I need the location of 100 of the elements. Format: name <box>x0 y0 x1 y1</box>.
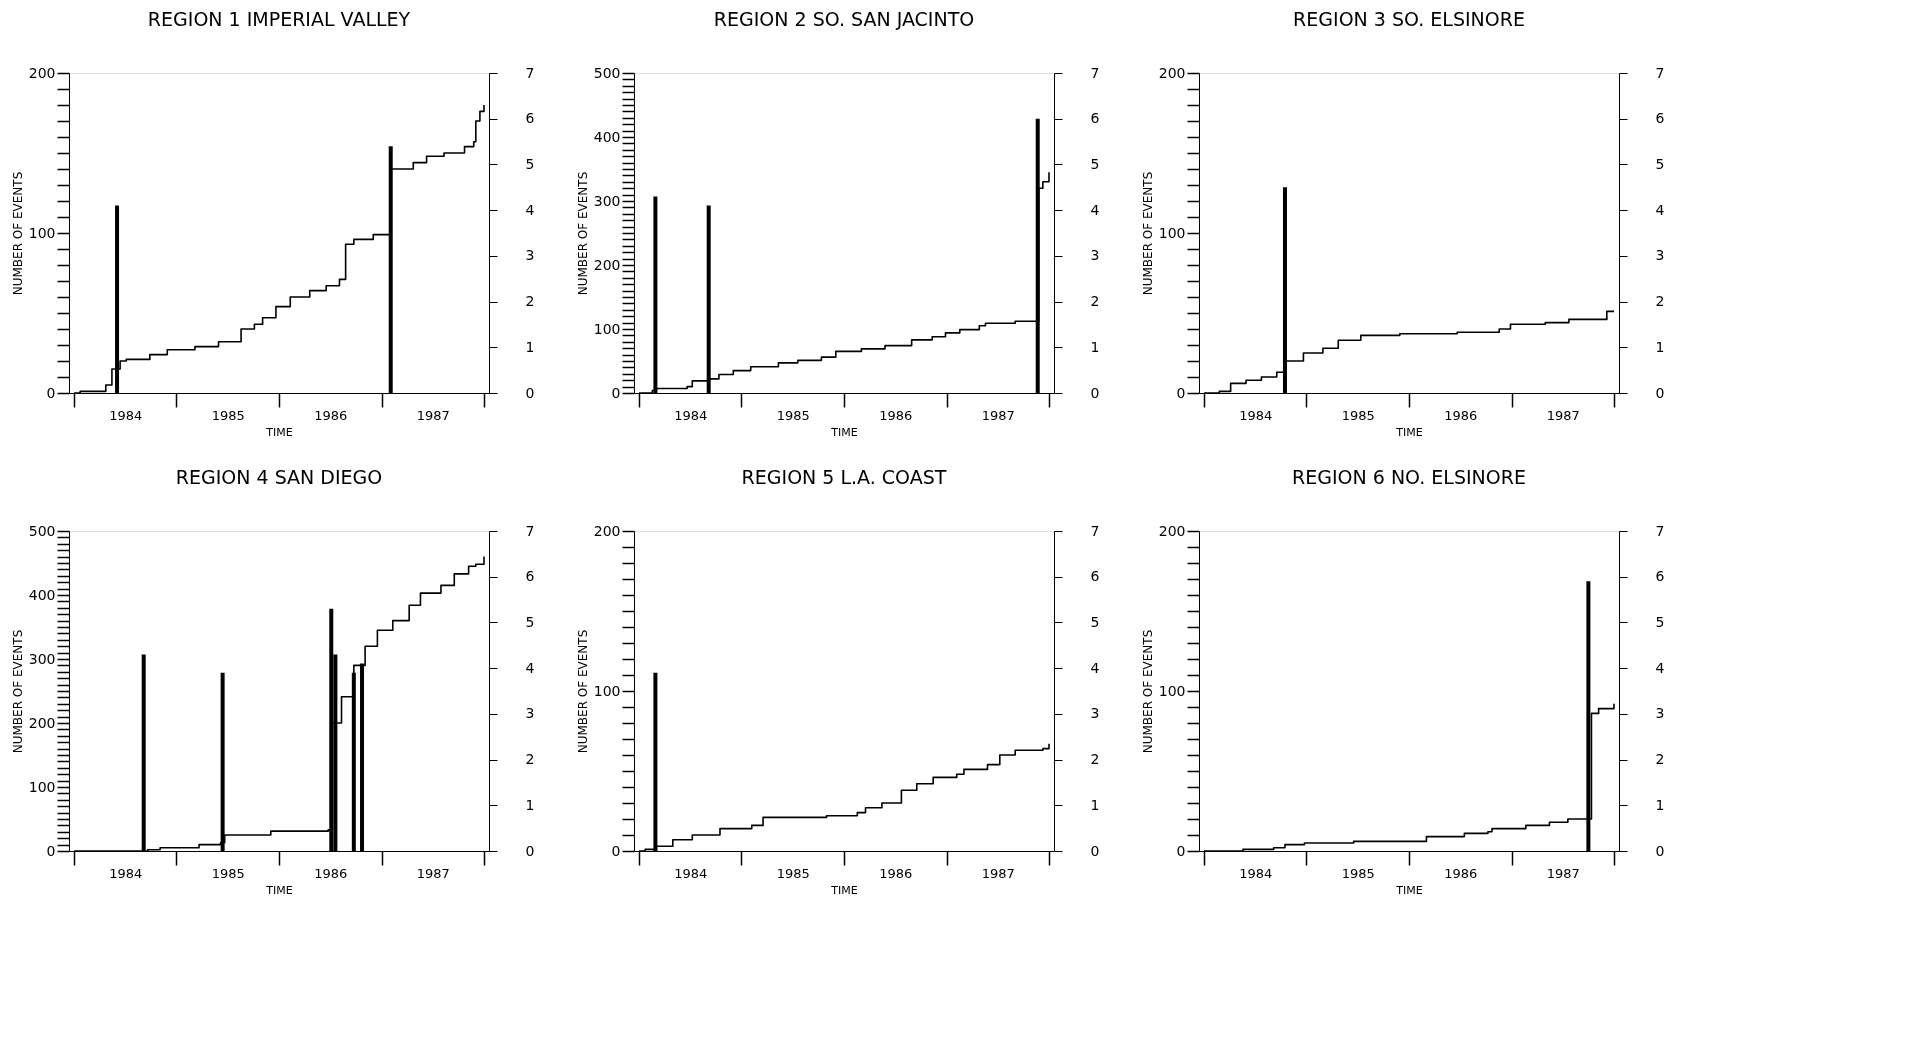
x-axis-title: TIME <box>830 883 858 897</box>
y-tick-label: 100 <box>593 320 621 337</box>
y2-tick-label: 2 <box>1090 293 1100 310</box>
chart-title: REGION 4 SAN DIEGO <box>175 466 383 488</box>
y2-tick-label: 4 <box>525 659 535 676</box>
y2-tick-label: 4 <box>1655 201 1665 218</box>
x-tick-label: 1985 <box>1341 407 1375 423</box>
y-tick-label: 200 <box>1158 522 1186 539</box>
y2-tick-label: 6 <box>1090 568 1100 585</box>
x-tick-label: 1987 <box>981 407 1015 423</box>
x-axis-title: TIME <box>1395 883 1423 897</box>
y-axis-title: NUMBER OF EVENTS <box>575 171 590 296</box>
chart-title: REGION 2 SO. SAN JACINTO <box>713 8 975 30</box>
y2-tick-label: 7 <box>525 522 535 539</box>
y-tick-label: 400 <box>28 586 56 603</box>
y2-tick-label: 4 <box>1090 659 1100 676</box>
y2-tick-label: 3 <box>1090 247 1100 264</box>
y-tick-label: 200 <box>593 256 621 273</box>
y2-tick-label: 7 <box>525 64 535 81</box>
y-tick-label: 0 <box>46 384 56 401</box>
x-axis-title: TIME <box>830 425 858 439</box>
y-axis-title: NUMBER OF EVENTS <box>1140 171 1155 296</box>
chart-title: REGION 1 IMPERIAL VALLEY <box>147 8 411 30</box>
y-axis-title: NUMBER OF EVENTS <box>10 171 25 296</box>
y2-tick-label: 5 <box>525 155 535 172</box>
y2-tick-label: 3 <box>1090 705 1100 722</box>
y2-tick-label: 1 <box>1090 796 1100 813</box>
y-tick-label: 400 <box>593 128 621 145</box>
x-axis-title: TIME <box>1395 425 1423 439</box>
y2-tick-label: 6 <box>525 110 535 127</box>
x-tick-label: 1987 <box>416 407 450 423</box>
y-tick-label: 200 <box>28 714 56 731</box>
y-tick-label: 200 <box>593 522 621 539</box>
x-tick-label: 1987 <box>981 865 1015 881</box>
x-tick-label: 1987 <box>1546 865 1580 881</box>
y2-tick-label: 6 <box>1090 110 1100 127</box>
y-tick-label: 100 <box>1158 224 1186 241</box>
x-tick-label: 1984 <box>109 865 143 881</box>
y2-tick-label: 2 <box>1655 293 1665 310</box>
y-tick-label: 0 <box>1176 384 1186 401</box>
x-tick-label: 1984 <box>109 407 143 423</box>
y2-tick-label: 1 <box>1655 796 1665 813</box>
y-tick-label: 100 <box>1158 682 1186 699</box>
y2-tick-label: 2 <box>1090 751 1100 768</box>
y2-tick-label: 3 <box>525 247 535 264</box>
x-tick-label: 1985 <box>211 407 245 423</box>
y2-tick-label: 2 <box>525 293 535 310</box>
y2-tick-label: 1 <box>525 796 535 813</box>
x-tick-label: 1985 <box>1341 865 1375 881</box>
y2-tick-label: 7 <box>1090 522 1100 539</box>
y-axis-title: NUMBER OF EVENTS <box>575 629 590 754</box>
y2-tick-label: 4 <box>525 201 535 218</box>
y2-tick-label: 5 <box>1655 155 1665 172</box>
x-tick-label: 1984 <box>1239 407 1273 423</box>
x-tick-label: 1984 <box>674 407 708 423</box>
x-tick-label: 1984 <box>1239 865 1273 881</box>
x-tick-label: 1985 <box>776 865 810 881</box>
y-tick-label: 300 <box>28 650 56 667</box>
y-tick-label: 500 <box>28 522 56 539</box>
y-tick-label: 100 <box>28 224 56 241</box>
y2-tick-label: 7 <box>1655 522 1665 539</box>
y-tick-label: 200 <box>28 64 56 81</box>
y2-tick-label: 7 <box>1090 64 1100 81</box>
x-tick-label: 1985 <box>776 407 810 423</box>
y-axis-title: NUMBER OF EVENTS <box>1140 629 1155 754</box>
y2-tick-label: 0 <box>1655 842 1665 859</box>
y2-tick-label: 1 <box>1655 338 1665 355</box>
chart-title: REGION 5 L.A. COAST <box>741 466 947 488</box>
y2-tick-label: 1 <box>1090 338 1100 355</box>
y-axis-title: NUMBER OF EVENTS <box>10 629 25 754</box>
y2-tick-label: 0 <box>525 842 535 859</box>
x-tick-label: 1987 <box>416 865 450 881</box>
y2-tick-label: 2 <box>525 751 535 768</box>
y2-tick-label: 6 <box>1655 568 1665 585</box>
y-tick-label: 0 <box>611 842 621 859</box>
y2-tick-label: 2 <box>1655 751 1665 768</box>
y2-tick-label: 3 <box>525 705 535 722</box>
y2-tick-label: 5 <box>1655 613 1665 630</box>
x-tick-label: 1986 <box>314 407 348 423</box>
x-axis-title: TIME <box>265 425 293 439</box>
x-tick-label: 1986 <box>879 865 913 881</box>
chart-title: REGION 3 SO. ELSINORE <box>1293 8 1525 30</box>
y2-tick-label: 3 <box>1655 705 1665 722</box>
chart-title: REGION 6 NO. ELSINORE <box>1292 466 1526 488</box>
x-tick-label: 1987 <box>1546 407 1580 423</box>
y-tick-label: 0 <box>1176 842 1186 859</box>
y2-tick-label: 1 <box>525 338 535 355</box>
y-tick-label: 200 <box>1158 64 1186 81</box>
y2-tick-label: 0 <box>1090 842 1100 859</box>
y2-tick-label: 5 <box>1090 155 1100 172</box>
y-tick-label: 100 <box>593 682 621 699</box>
y2-tick-label: 6 <box>525 568 535 585</box>
y2-tick-label: 7 <box>1655 64 1665 81</box>
x-axis-title: TIME <box>265 883 293 897</box>
y2-tick-label: 5 <box>525 613 535 630</box>
y2-tick-label: 3 <box>1655 247 1665 264</box>
x-tick-label: 1984 <box>674 865 708 881</box>
y2-tick-label: 4 <box>1090 201 1100 218</box>
y2-tick-label: 0 <box>525 384 535 401</box>
y2-tick-label: 0 <box>1655 384 1665 401</box>
